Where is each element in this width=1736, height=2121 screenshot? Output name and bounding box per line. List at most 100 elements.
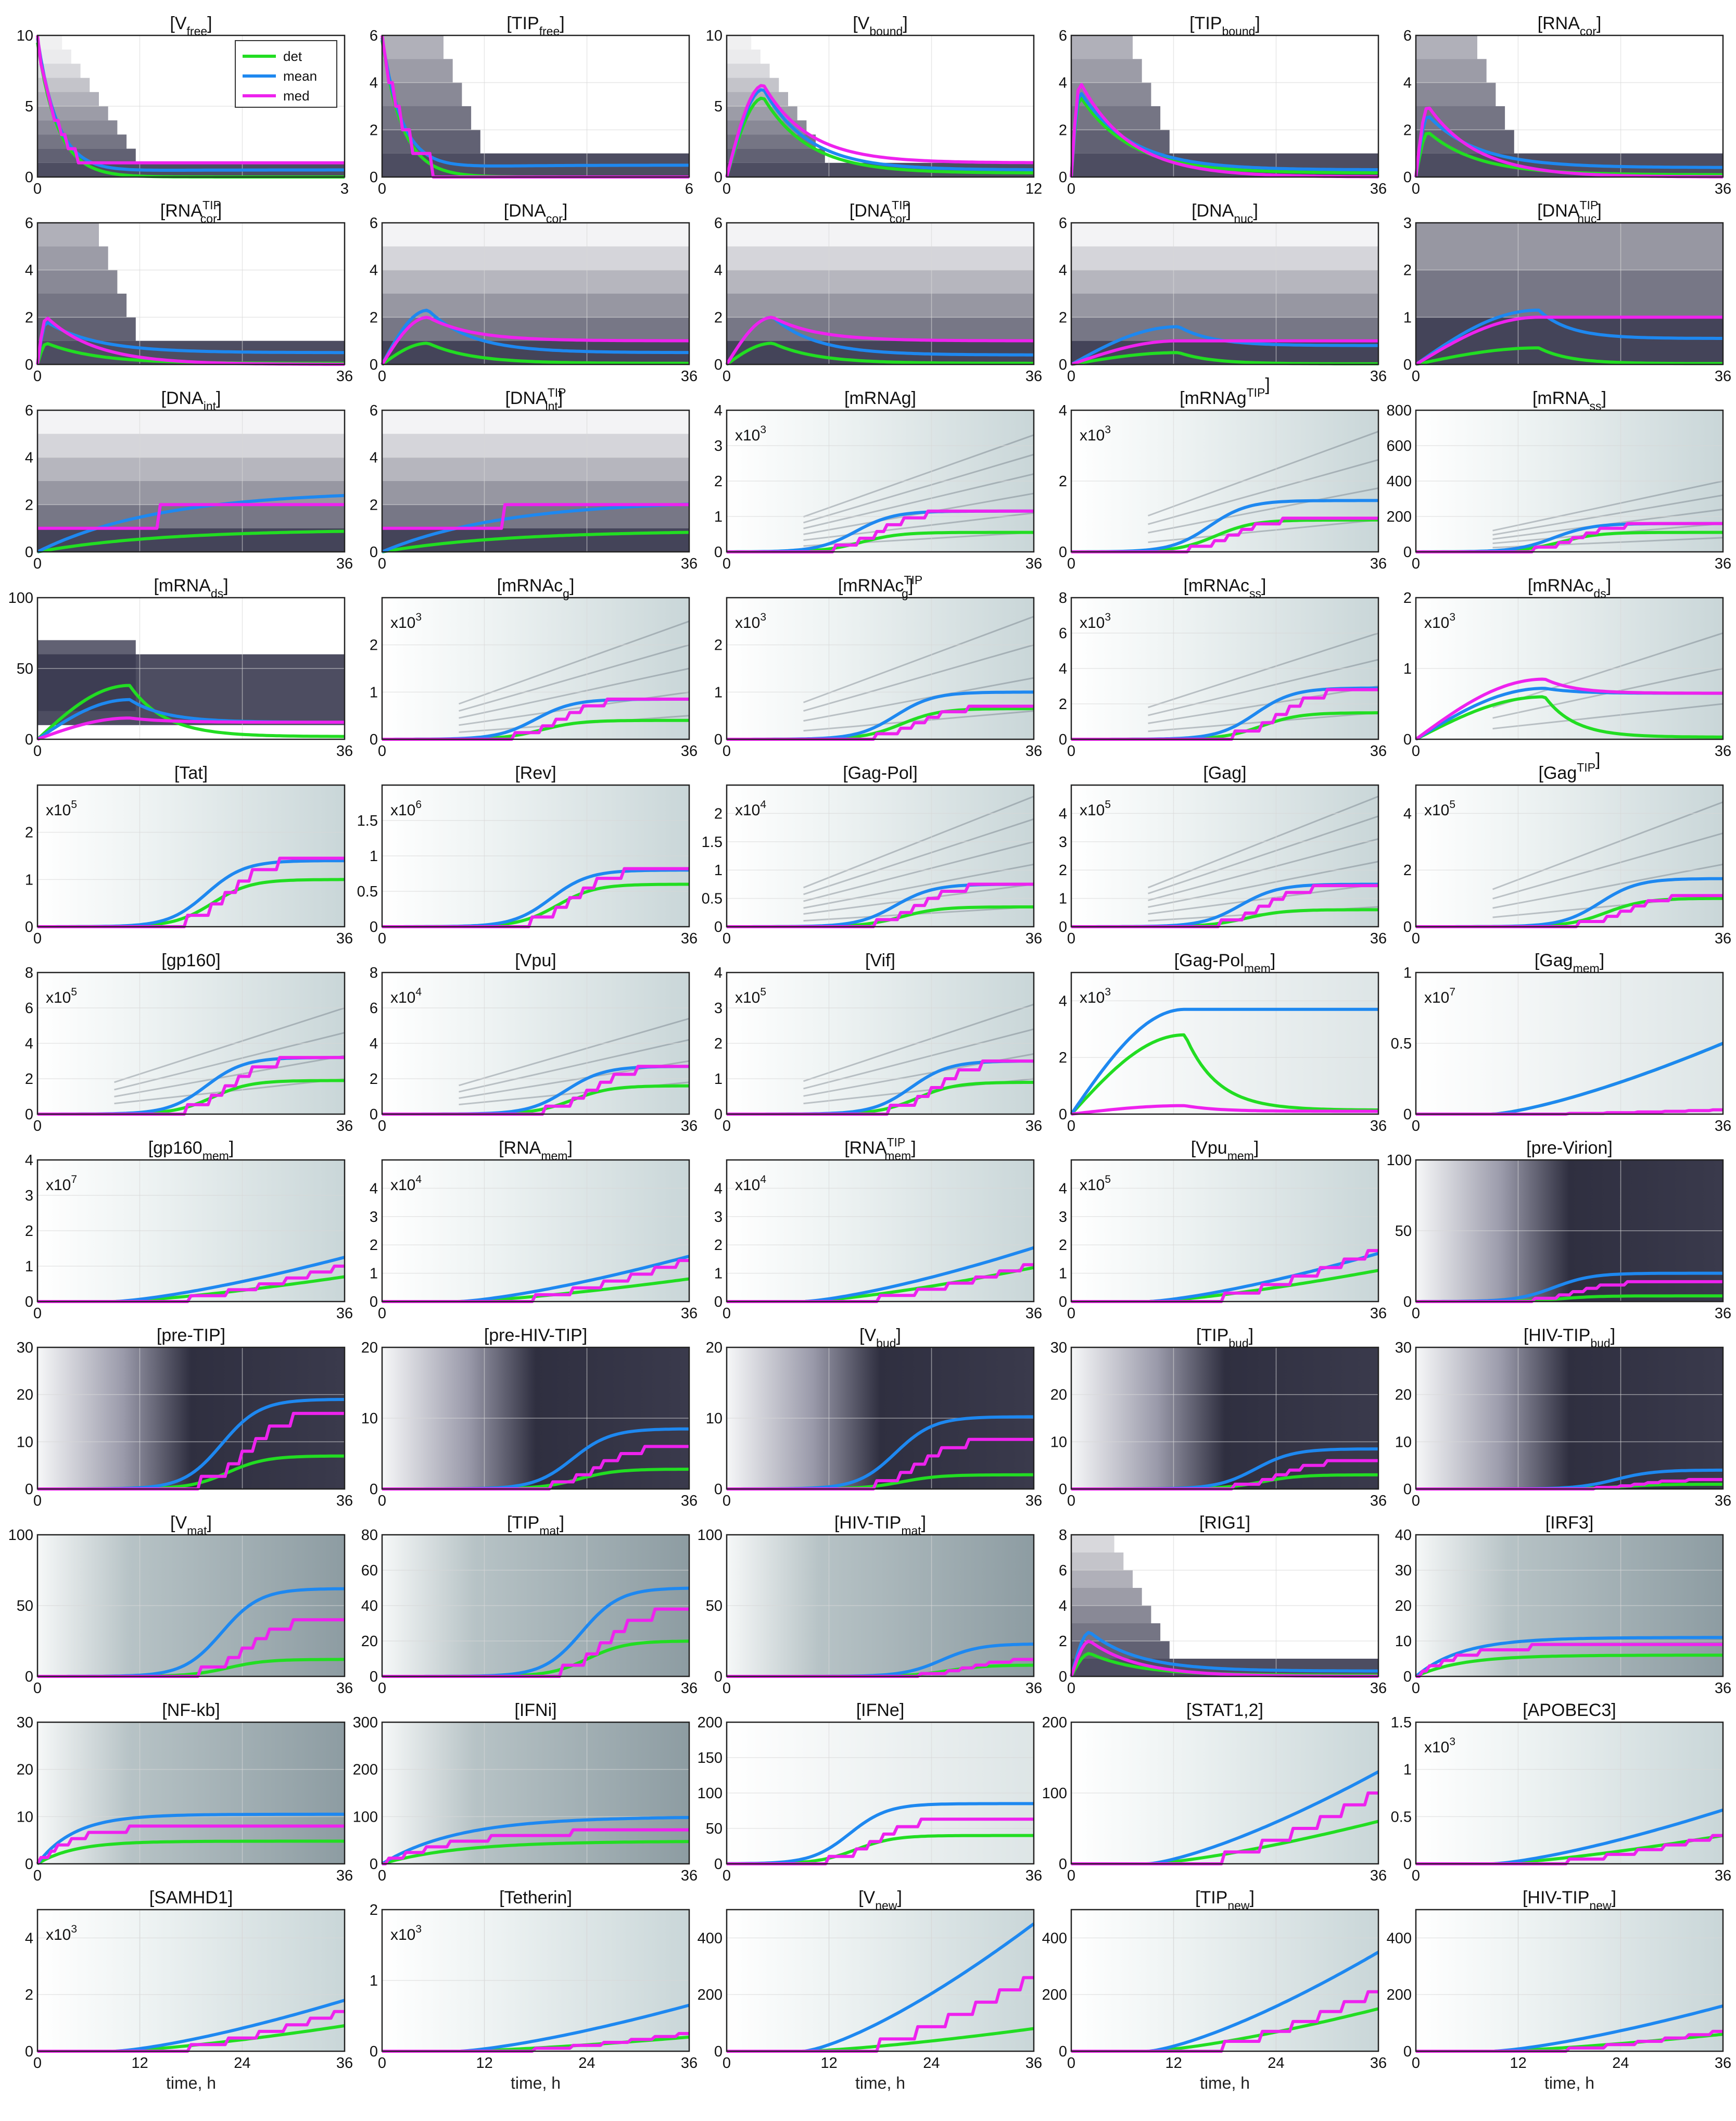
density-streak bbox=[803, 863, 1034, 909]
panel-title: [DNATIP cor] bbox=[850, 198, 911, 225]
density-band bbox=[37, 270, 118, 294]
xtick-label: 0 bbox=[1412, 1493, 1420, 1509]
ytick-label: 0 bbox=[25, 731, 33, 748]
ytick-label: 2 bbox=[1059, 1237, 1067, 1254]
ytick-label: 1 bbox=[370, 1973, 378, 1989]
xtick-label: 0 bbox=[1067, 556, 1075, 572]
ytick-label: 100 bbox=[8, 1527, 33, 1544]
ytick-label: 0 bbox=[714, 919, 723, 936]
ytick-label: 200 bbox=[698, 1987, 723, 2003]
panel: 0 10 20 30 40 0 36 [IRF3] bbox=[1395, 1513, 1731, 1697]
ytick-label: 2 bbox=[1403, 862, 1412, 879]
det-line bbox=[1071, 351, 1378, 366]
axes-box bbox=[726, 971, 1035, 1115]
ytick-label: 0 bbox=[1059, 169, 1067, 186]
density-band bbox=[382, 35, 443, 59]
mean-line bbox=[36, 494, 345, 553]
density-streak bbox=[1148, 632, 1379, 709]
xtick-label: 36 bbox=[1025, 556, 1042, 572]
density-streak bbox=[1492, 801, 1724, 890]
panel-title: [Gag] bbox=[1203, 763, 1246, 783]
density-band bbox=[727, 246, 1034, 270]
panel: 0 10 20 0 36 [Vbud] bbox=[706, 1325, 1042, 1509]
density-band bbox=[37, 35, 62, 50]
ytick-label: 2 bbox=[1403, 122, 1412, 138]
ytick-label: 6 bbox=[25, 215, 33, 232]
density-band bbox=[1071, 1606, 1151, 1623]
panel-title: [Vbud] bbox=[859, 1325, 901, 1350]
panel: 0 50 100 0 36 [mRNAds] bbox=[8, 576, 353, 760]
xtick-label: 3 bbox=[340, 181, 349, 197]
ytick-label: 4 bbox=[1403, 805, 1412, 822]
ytick-label: 100 bbox=[698, 1785, 723, 1802]
density-streak bbox=[1148, 659, 1379, 716]
ytick-label: 0 bbox=[25, 1106, 33, 1123]
ytick-label: 200 bbox=[1042, 1714, 1067, 1731]
panel: 0 50 100 150 200 0 36 [IFNe] bbox=[698, 1700, 1043, 1884]
xtick-label: 36 bbox=[1370, 556, 1387, 572]
ytick-label: 1 bbox=[25, 872, 33, 888]
xtick-label: 0 bbox=[1067, 743, 1075, 760]
density-streak bbox=[1148, 487, 1379, 534]
panel: 0 200 400 600 800 0 36 [mRNAss] bbox=[1387, 388, 1732, 572]
density-band bbox=[37, 120, 118, 135]
ytick-label: 1.5 bbox=[702, 834, 723, 851]
density-streak bbox=[803, 644, 1034, 712]
ytick-label: 8 bbox=[1059, 1527, 1067, 1544]
density-band bbox=[382, 504, 689, 528]
ytick-label: 80 bbox=[361, 1527, 378, 1544]
ytick-label: 0 bbox=[714, 2043, 723, 2060]
panel: 0 200 400 0 12 24 36 [HIV-TIPnew] time, h bbox=[1387, 1888, 1732, 2092]
xtick-label: 36 bbox=[1370, 1867, 1387, 1884]
ytick-label: 0 bbox=[714, 1856, 723, 1873]
xtick-label: 0 bbox=[1412, 930, 1420, 947]
ytick-label: 0 bbox=[714, 357, 723, 373]
panel: 0 50 100 0 36 [pre-Virion] bbox=[1387, 1138, 1732, 1322]
panel-title: [DNATIP int] bbox=[505, 386, 566, 413]
ytick-label: 0 bbox=[1403, 1856, 1412, 1873]
xtick-label: 0 bbox=[33, 181, 42, 197]
xtick-label: 0 bbox=[378, 1305, 386, 1322]
axes-box bbox=[1070, 971, 1379, 1115]
axes-box bbox=[1415, 1159, 1724, 1303]
axes-box bbox=[1070, 1159, 1379, 1303]
panel: 0 50 100 0 36 [Vmat] bbox=[8, 1513, 353, 1697]
ytick-label: 2 bbox=[25, 309, 33, 326]
ytick-label: 0 bbox=[1059, 1106, 1067, 1123]
density-band bbox=[37, 223, 99, 247]
ytick-label: 0 bbox=[1059, 919, 1067, 936]
density-band bbox=[1071, 317, 1378, 341]
density-background bbox=[1416, 785, 1723, 927]
panel-title: [IFNi] bbox=[514, 1700, 556, 1720]
ytick-label: 2 bbox=[1403, 590, 1412, 607]
axes-box bbox=[1415, 1721, 1724, 1865]
axes-box bbox=[726, 222, 1035, 365]
med-line bbox=[1071, 1104, 1378, 1116]
panel-title: [TIPnew] bbox=[1195, 1888, 1255, 1912]
xtick-label: 0 bbox=[723, 1680, 731, 1697]
density-background bbox=[382, 1160, 689, 1302]
ytick-label: 10 bbox=[706, 28, 723, 44]
xtick-label: 0 bbox=[723, 556, 731, 572]
det-line bbox=[726, 342, 1034, 366]
density-band bbox=[382, 457, 689, 481]
ytick-label: 0 bbox=[1059, 2043, 1067, 2060]
ytick-label: 0 bbox=[25, 1481, 33, 1498]
xtick-label: 36 bbox=[1370, 368, 1387, 385]
axes-box bbox=[36, 784, 346, 928]
ytick-label: 0.5 bbox=[1391, 1036, 1412, 1052]
density-streak bbox=[459, 644, 690, 712]
panel-title: [GagTIP] bbox=[1539, 750, 1601, 783]
ytick-label: 0 bbox=[1403, 2043, 1412, 2060]
density-streak bbox=[803, 512, 1034, 541]
density-background bbox=[1071, 973, 1378, 1114]
panel-title: [mRNAss] bbox=[1532, 388, 1606, 413]
density-band bbox=[727, 223, 1034, 247]
